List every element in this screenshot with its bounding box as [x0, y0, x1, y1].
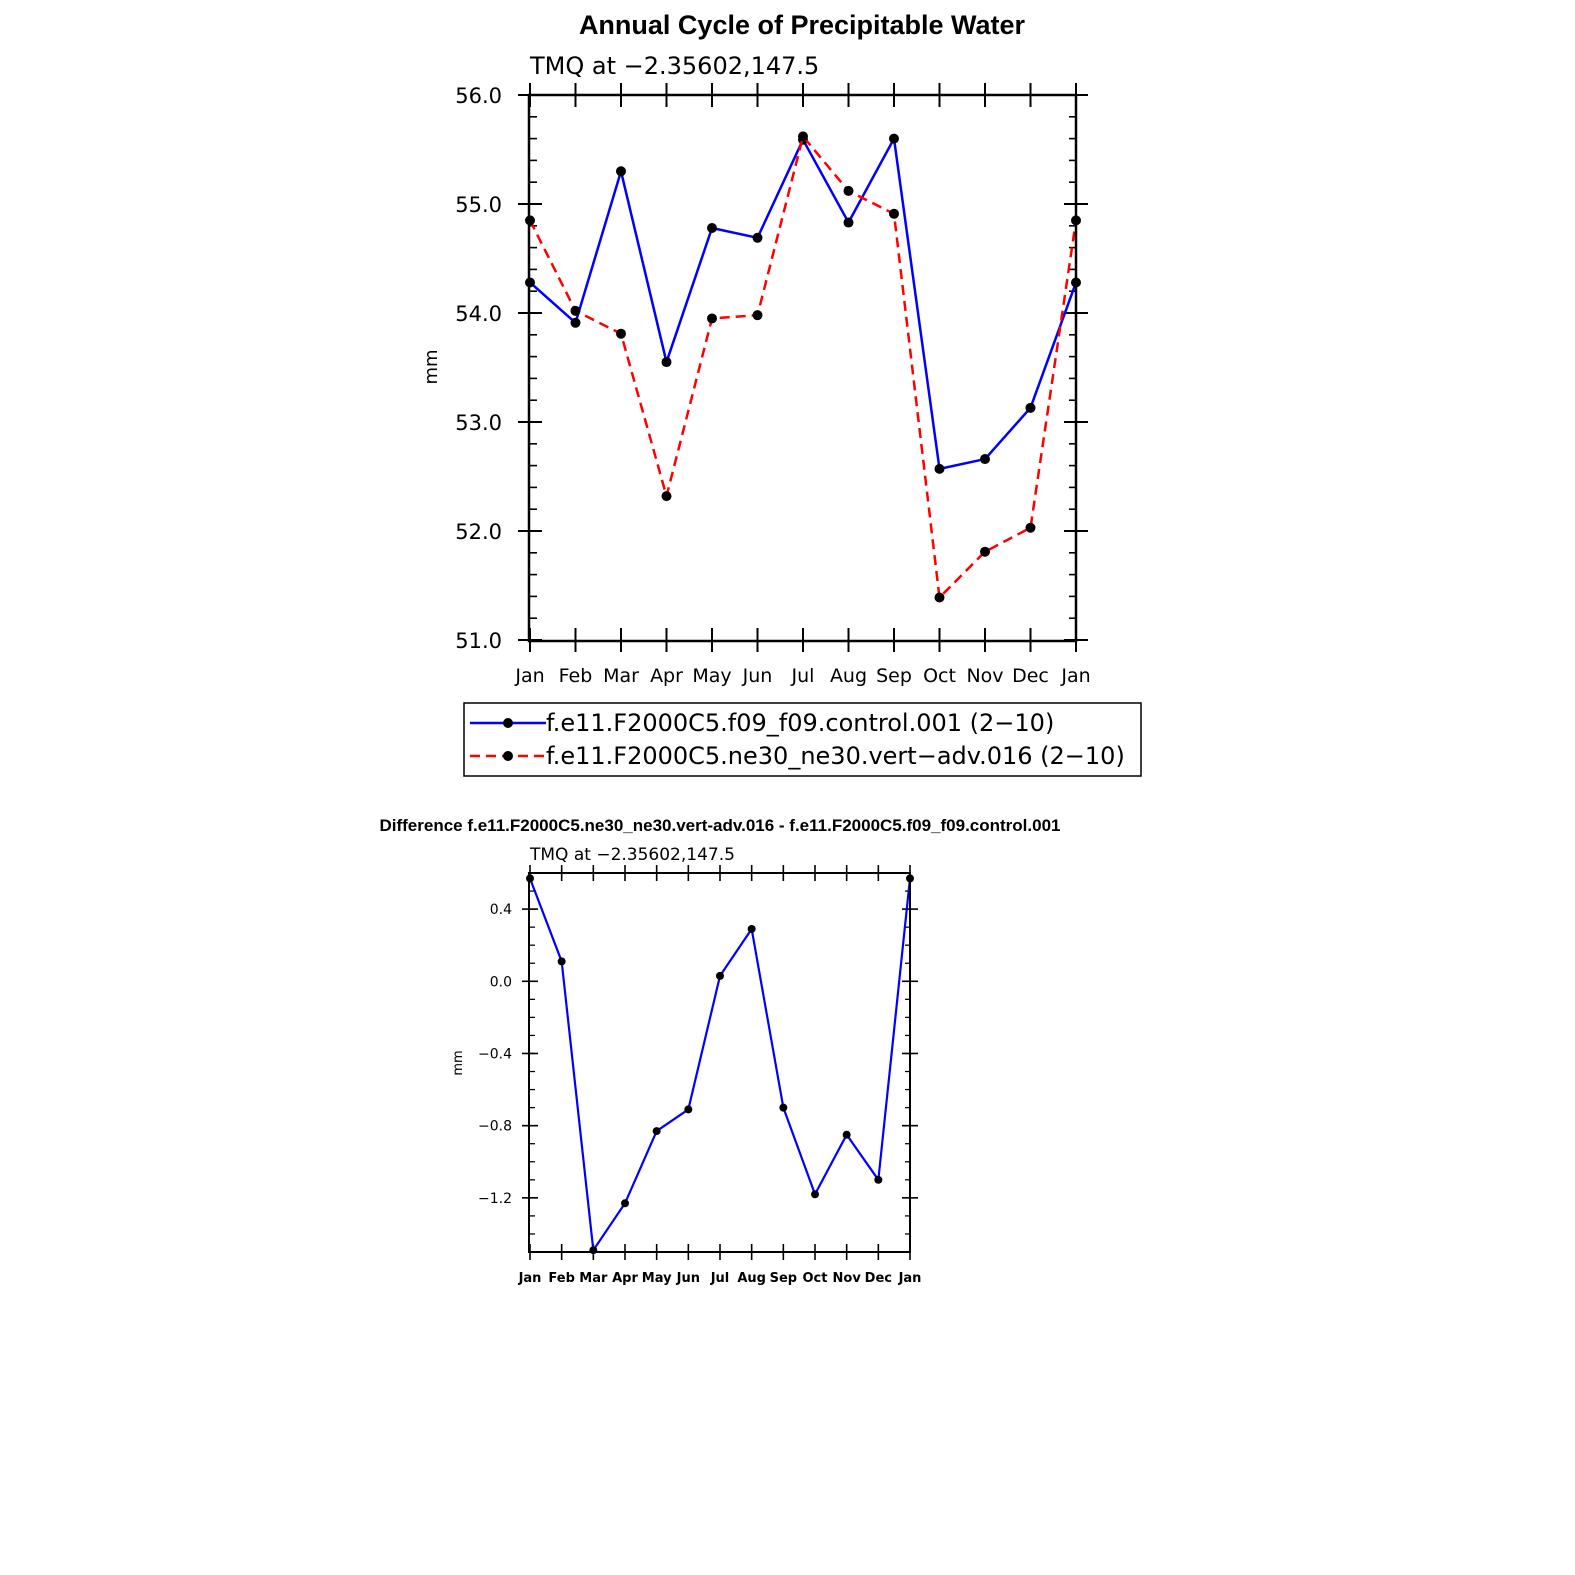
series-0-point — [889, 133, 899, 144]
series-0-point — [874, 1175, 883, 1184]
series-0-point — [843, 217, 854, 228]
chart1-subtitle: TMQ at −2.35602,147.5 — [529, 52, 819, 80]
x-tick-label: Nov — [966, 665, 1003, 687]
chart2-plot-frame — [528, 872, 911, 1253]
legend-label-control: f.e11.F2000C5.f09_f09.control.001 (2−10) — [546, 709, 1054, 737]
legend-box — [463, 702, 1142, 777]
y-tick-label: 51.0 — [455, 629, 502, 653]
series-0-point — [1025, 402, 1036, 413]
series-1-point — [570, 305, 581, 316]
x-tick-label: Jan — [514, 665, 544, 687]
x-tick-label: Sep — [770, 1271, 798, 1286]
y-tick-label: −1.2 — [478, 1191, 512, 1207]
chart1-ticks — [518, 83, 1088, 652]
series-0-point — [980, 454, 990, 465]
x-tick-label: Jan — [1060, 665, 1090, 687]
chart1-x-tick-labels: Jan Feb Mar Apr May Jun Jul Aug Sep Oct Nov Dec Jan — [514, 665, 1090, 687]
x-tick-label: Aug — [737, 1271, 766, 1286]
x-tick-label: Jun — [742, 665, 773, 687]
x-tick-label: Dec — [1012, 665, 1049, 687]
chart2-series — [526, 874, 914, 1255]
x-tick-label: Jan — [898, 1271, 922, 1286]
legend: f.e11.F2000C5.f09_f09.control.001 (2−10)… — [463, 702, 1142, 777]
series-1-point — [934, 592, 945, 603]
series-0-point — [652, 1127, 661, 1136]
series-1-point — [616, 328, 626, 339]
x-tick-label: Mar — [579, 1271, 608, 1286]
x-tick-label: Dec — [865, 1271, 892, 1286]
series-1-point — [798, 131, 808, 142]
series-0-point — [684, 1105, 693, 1114]
x-tick-label: Aug — [830, 665, 867, 687]
y-tick-label: −0.8 — [478, 1119, 512, 1135]
series-0-point — [621, 1199, 629, 1208]
series-1-point — [980, 546, 990, 557]
chart2-ticks — [522, 865, 918, 1260]
series-1-point — [843, 185, 854, 196]
series-1-point — [1025, 522, 1036, 533]
x-tick-label: May — [642, 1271, 672, 1286]
x-tick-label: Mar — [603, 665, 639, 687]
chart1-y-axis-label: mm — [421, 349, 442, 384]
x-tick-label: Feb — [548, 1271, 574, 1286]
chart1-plot-frame — [527, 93, 1078, 643]
legend-label-vertadv: f.e11.F2000C5.ne30_ne30.vert−adv.016 (2−… — [546, 742, 1125, 770]
y-tick-label: 55.0 — [455, 193, 502, 217]
series-0-point — [747, 924, 756, 933]
y-tick-label: 52.0 — [455, 520, 502, 544]
y-tick-label: −0.4 — [478, 1046, 512, 1062]
series-0-point — [811, 1190, 819, 1199]
x-tick-label: Sep — [876, 665, 912, 687]
series-0-point — [557, 957, 566, 966]
x-tick-label: Jan — [518, 1271, 542, 1286]
series-1-point — [707, 313, 717, 324]
series-0-point — [716, 971, 724, 980]
x-tick-label: Oct — [923, 665, 956, 687]
y-tick-label: 53.0 — [455, 411, 502, 435]
series-1-point — [661, 491, 672, 502]
chart2-title: Difference f.e11.F2000C5.ne30_ne30.vert-… — [379, 816, 1060, 835]
x-tick-label: Apr — [650, 665, 683, 687]
series-line-0 — [528, 878, 912, 1252]
series-1-point — [752, 310, 763, 321]
series-0-point — [570, 317, 581, 328]
series-0-point — [752, 232, 763, 243]
y-tick-label: 0.0 — [490, 974, 512, 990]
y-tick-label: 56.0 — [455, 84, 502, 108]
series-1-point — [889, 208, 899, 219]
x-tick-label: Jul — [791, 665, 815, 687]
series-0-point — [779, 1103, 788, 1112]
y-tick-label: 54.0 — [455, 302, 502, 326]
x-tick-label: Jul — [710, 1271, 730, 1286]
x-tick-label: Feb — [559, 665, 593, 687]
chart1-y-tick-labels: 51.0 52.0 53.0 54.0 55.0 56.0 — [455, 84, 502, 653]
x-tick-label: Nov — [833, 1271, 862, 1286]
series-0-point — [661, 357, 672, 368]
series-0-point — [616, 166, 626, 177]
chart2-y-tick-labels: −1.2 −0.8 −0.4 0.0 0.4 — [478, 902, 512, 1207]
series-0-point — [934, 463, 945, 474]
x-tick-label: Apr — [612, 1271, 638, 1286]
legend-marker-control — [503, 718, 513, 728]
chart2-y-axis-label: mm — [451, 1050, 466, 1075]
series-0-point — [842, 1130, 851, 1139]
y-tick-label: 0.4 — [490, 902, 512, 918]
chart2-subtitle: TMQ at −2.35602,147.5 — [529, 845, 735, 865]
legend-marker-vertadv — [503, 751, 513, 761]
series-line-0 — [529, 137, 1078, 471]
chart1-title: Annual Cycle of Precipitable Water — [579, 10, 1026, 40]
chart1-series — [525, 131, 1081, 603]
series-0-point — [707, 222, 717, 233]
x-tick-label: Jun — [676, 1271, 700, 1286]
chart2-x-tick-labels: Jan Feb Mar Apr May Jun Jul Aug Sep Oct Nov Dec Jan — [518, 1271, 922, 1286]
x-tick-label: Oct — [803, 1271, 828, 1286]
x-tick-label: May — [692, 665, 731, 687]
